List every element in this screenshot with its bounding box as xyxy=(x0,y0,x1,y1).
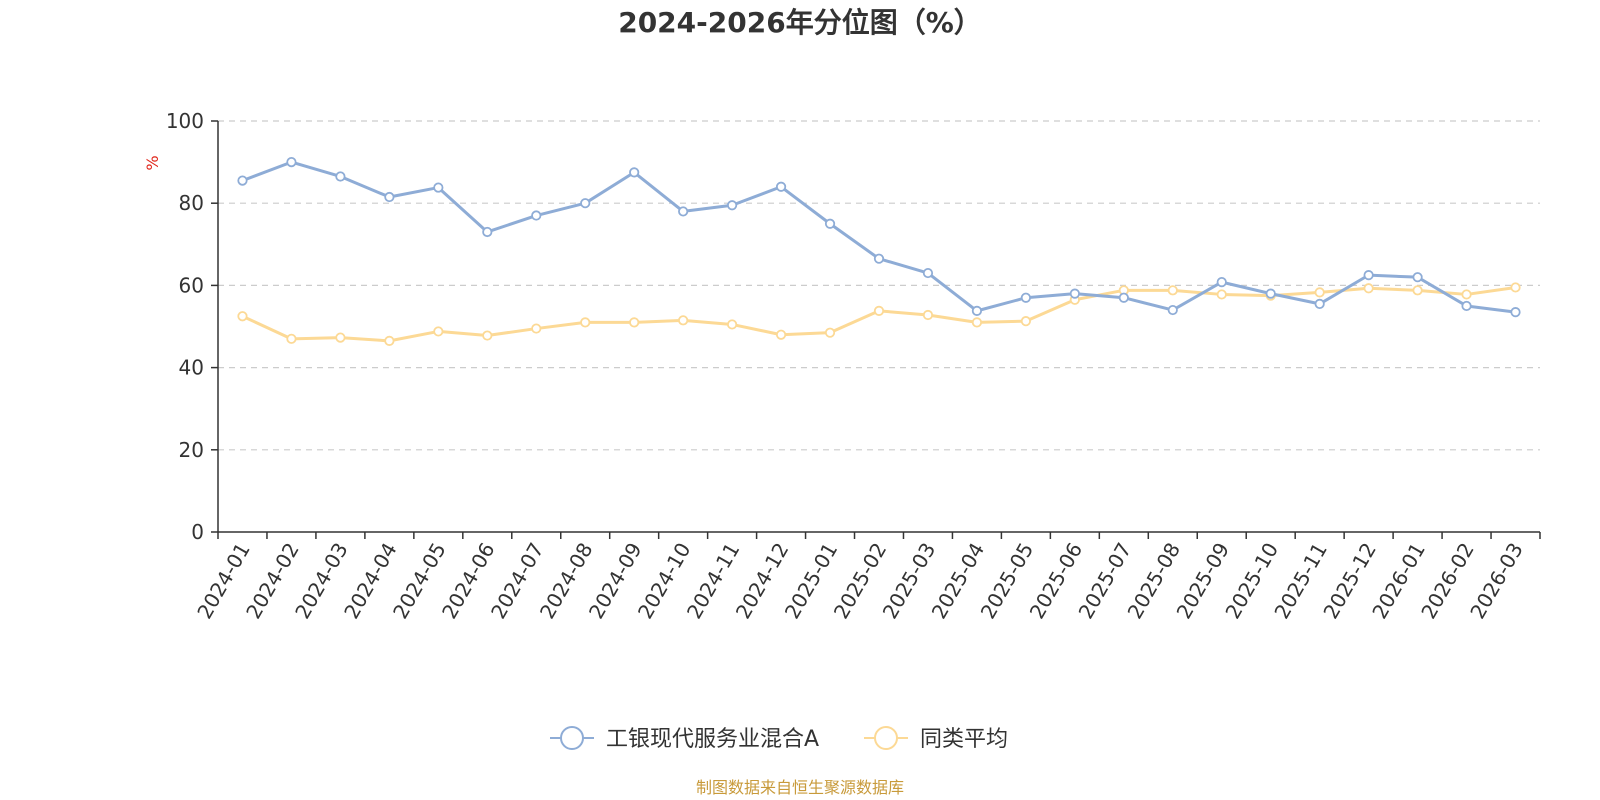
data-point[interactable] xyxy=(1069,288,1080,299)
data-point[interactable] xyxy=(335,171,346,182)
grid-lines xyxy=(218,120,1540,451)
y-tick-label: 60 xyxy=(179,273,204,297)
data-point[interactable] xyxy=(580,317,591,328)
legend-label: 同类平均 xyxy=(920,727,1008,752)
series-line xyxy=(240,160,1518,314)
data-point[interactable] xyxy=(1412,272,1423,283)
legend-item[interactable]: 同类平均 xyxy=(864,726,1008,752)
data-source-note: 制图数据来自恒生聚源数据库 xyxy=(696,778,904,797)
data-point[interactable] xyxy=(1118,292,1129,303)
y-tick-label: 80 xyxy=(179,191,204,215)
data-point[interactable] xyxy=(237,175,248,186)
legend-label: 工银现代服务业混合A xyxy=(606,727,819,752)
data-point[interactable] xyxy=(629,317,640,328)
y-axis-unit-label: % xyxy=(143,155,162,170)
data-point[interactable] xyxy=(1265,288,1276,299)
data-point[interactable] xyxy=(237,311,248,322)
data-point[interactable] xyxy=(971,317,983,328)
data-point[interactable] xyxy=(678,315,689,326)
data-point[interactable] xyxy=(335,332,346,343)
data-point[interactable] xyxy=(727,200,738,211)
data-point[interactable] xyxy=(433,182,444,193)
data-point[interactable] xyxy=(775,181,787,192)
data-point[interactable] xyxy=(531,323,542,334)
data-point[interactable] xyxy=(873,253,885,264)
data-point[interactable] xyxy=(824,218,836,229)
data-point[interactable] xyxy=(727,319,738,330)
data-point[interactable] xyxy=(482,226,493,238)
data-point[interactable] xyxy=(1216,289,1227,300)
data-point[interactable] xyxy=(922,309,934,321)
legend-item[interactable]: 工银现代服务业混合A xyxy=(550,726,819,752)
y-tick-label: 40 xyxy=(179,356,204,380)
data-point[interactable] xyxy=(1461,289,1472,300)
data-point[interactable] xyxy=(1363,283,1374,294)
data-point[interactable] xyxy=(482,330,493,341)
data-point[interactable] xyxy=(873,305,885,316)
y-axis-ticks: 0 20 40 60 80 100 xyxy=(166,109,218,544)
legend[interactable]: 工银现代服务业混合A 同类平均 xyxy=(550,726,1008,752)
data-point[interactable] xyxy=(1461,300,1472,312)
data-point[interactable] xyxy=(1314,287,1325,298)
data-point[interactable] xyxy=(629,167,640,178)
data-point[interactable] xyxy=(824,327,836,338)
legend-marker-icon xyxy=(560,726,584,750)
data-point[interactable] xyxy=(433,326,444,337)
data-point[interactable] xyxy=(1314,298,1325,309)
x-axis-ticks: 2024-012024-022024-032024-042024-052024-… xyxy=(192,532,1541,623)
data-point[interactable] xyxy=(678,206,689,217)
data-point[interactable] xyxy=(1363,270,1374,281)
data-point[interactable] xyxy=(1167,304,1178,316)
series-1 xyxy=(237,157,1521,318)
series-layer xyxy=(237,157,1521,346)
axes xyxy=(217,121,1540,533)
data-point[interactable] xyxy=(971,305,983,316)
data-point[interactable] xyxy=(384,191,395,203)
y-tick-label: 0 xyxy=(191,520,204,544)
data-point[interactable] xyxy=(1510,307,1521,318)
data-point[interactable] xyxy=(286,333,297,344)
chart-title: 2024-2026年分位图（%） xyxy=(618,6,982,39)
data-point[interactable] xyxy=(286,157,297,168)
data-point[interactable] xyxy=(580,198,591,209)
y-tick-label: 20 xyxy=(179,438,204,462)
data-point[interactable] xyxy=(531,210,542,221)
data-point[interactable] xyxy=(1216,277,1227,288)
series-2 xyxy=(237,282,1521,346)
data-point[interactable] xyxy=(1020,316,1031,327)
y-tick-label: 100 xyxy=(166,109,204,133)
data-point[interactable] xyxy=(1167,285,1178,296)
data-point[interactable] xyxy=(1020,292,1031,303)
data-point[interactable] xyxy=(384,335,395,346)
data-point[interactable] xyxy=(1510,282,1521,293)
data-point[interactable] xyxy=(922,267,934,279)
legend-marker-icon xyxy=(874,726,898,750)
data-point[interactable] xyxy=(775,329,787,340)
data-point[interactable] xyxy=(1412,285,1423,296)
